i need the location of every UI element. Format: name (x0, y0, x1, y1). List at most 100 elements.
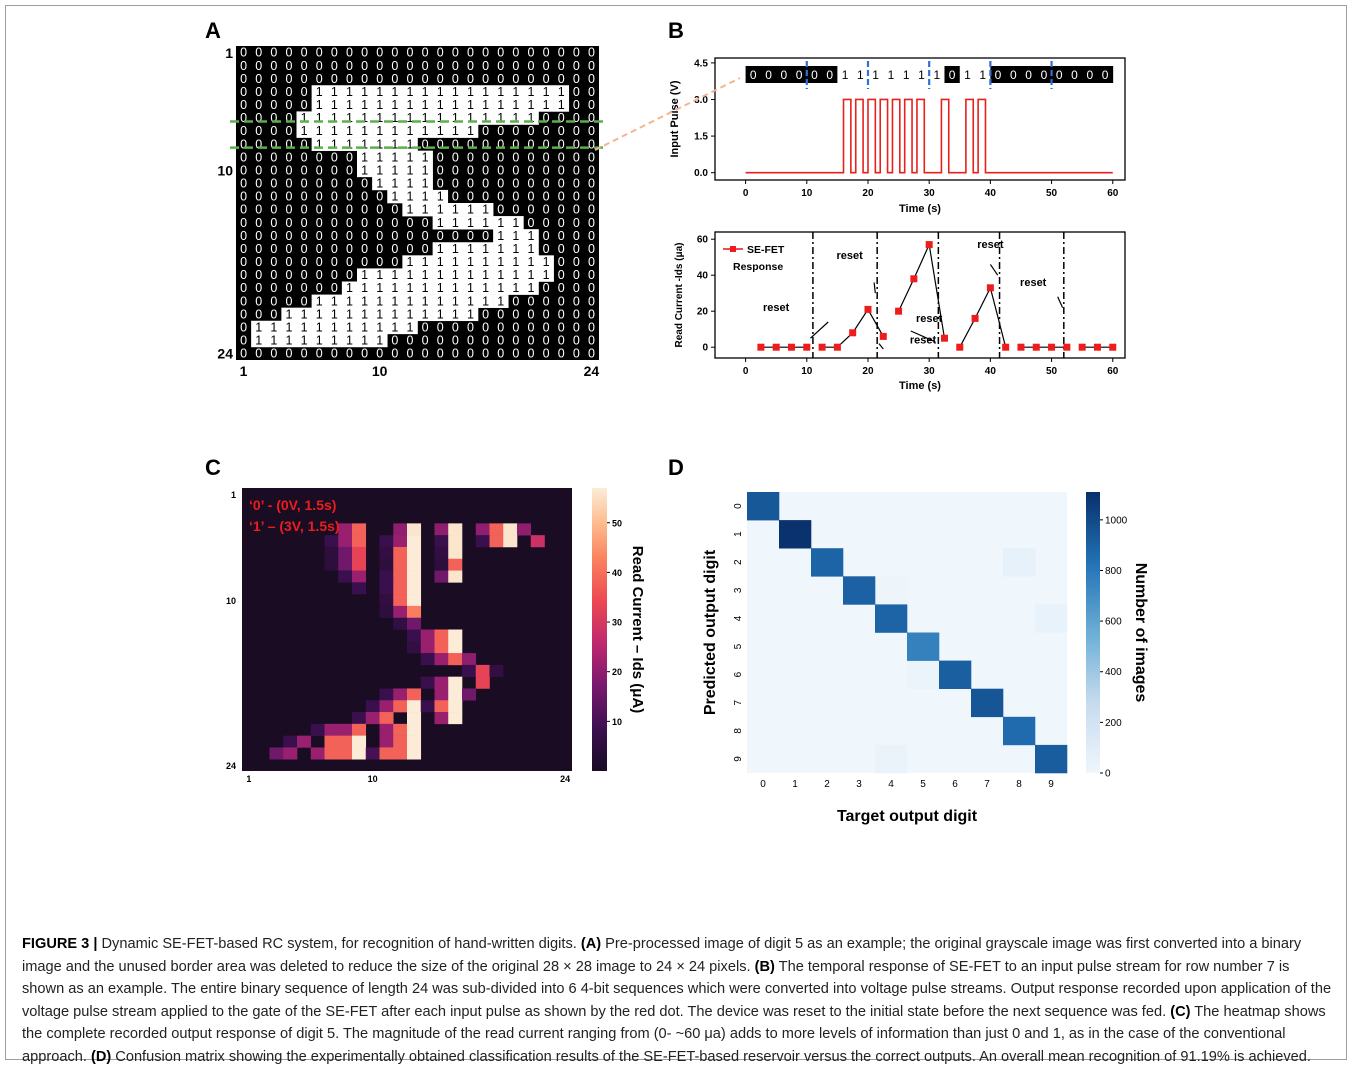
grid-bit: 0 (270, 72, 277, 86)
bit-strip-digit: 1 (933, 68, 940, 82)
grid-bit: 0 (452, 59, 459, 73)
grid-bit: 0 (573, 334, 580, 348)
grid-bit: 1 (285, 320, 292, 334)
grid-bit: 0 (558, 59, 565, 73)
grid-white-cell (417, 307, 433, 322)
grid-bit: 0 (301, 268, 308, 282)
grid-white-cell (478, 281, 494, 295)
x-tick-label: 6 (952, 779, 958, 790)
grid-bit: 1 (361, 85, 368, 99)
grid-bit: 0 (452, 177, 459, 191)
grid-white-cell (311, 333, 328, 348)
grid-bit: 0 (255, 307, 262, 321)
grid-bit: 0 (285, 46, 292, 60)
grid-white-cell (326, 333, 343, 348)
grid-white-cell (432, 294, 449, 308)
grid-bit: 0 (376, 216, 383, 230)
grid-white-cell (326, 294, 343, 308)
grid-bit: 0 (467, 334, 474, 348)
grid-bit: 0 (240, 137, 247, 151)
grid-white-cell (478, 268, 494, 282)
grid-white-cell (402, 189, 418, 204)
grid-bit: 1 (406, 85, 413, 99)
grid-bit: 0 (452, 190, 459, 204)
grid-bit: 1 (512, 111, 519, 125)
grid-bit: 0 (240, 255, 247, 269)
bit-strip-cell (760, 66, 777, 83)
grid-bit: 0 (255, 177, 262, 191)
grid-white-cell (493, 98, 509, 112)
colorbar-tick-label: 30 (612, 618, 622, 628)
grid-bit: 0 (301, 203, 308, 217)
colorbar-tick-label: 200 (1105, 718, 1122, 729)
response-point (986, 284, 994, 292)
grid-bit: 1 (512, 216, 519, 230)
grid-white-cell (372, 294, 388, 308)
y-tick-label: 6 (733, 671, 744, 677)
grid-bit: 0 (270, 294, 277, 308)
heatmap-cell (407, 700, 422, 713)
grid-bit: 0 (285, 216, 292, 230)
grid-bit: 0 (301, 216, 308, 230)
grid-bit: 0 (588, 242, 595, 256)
grid-white-cell (326, 320, 343, 335)
grid-bit: 1 (467, 307, 474, 321)
grid-white-cell (508, 229, 524, 243)
caption-b-text: The temporal response of SE-FET to an in… (22, 958, 1332, 1020)
grid-bit: 1 (346, 334, 353, 348)
grid-bit: 0 (376, 347, 383, 361)
grid-bit: 0 (543, 320, 550, 334)
bit-strip-digit: 0 (750, 68, 757, 82)
grid-bit: 0 (255, 229, 262, 243)
grid-bit: 0 (543, 229, 550, 243)
grid-white-cell (357, 150, 373, 165)
grid-white-cell (357, 320, 373, 335)
grid-bit: 1 (361, 334, 368, 348)
y-tick-label: 7 (733, 700, 744, 706)
grid-bit: 0 (255, 242, 262, 256)
bit-strip-digit: 0 (1086, 68, 1093, 82)
grid-bit: 1 (482, 111, 489, 125)
grid-bit: 1 (316, 294, 323, 308)
grid-bit: 0 (285, 190, 292, 204)
grid-bit: 0 (255, 46, 262, 60)
grid-bit: 0 (270, 307, 277, 321)
grid-bit: 1 (316, 307, 323, 321)
grid-bit: 0 (270, 229, 277, 243)
grid-bit: 1 (543, 268, 550, 282)
grid-bit: 0 (331, 59, 338, 73)
grid-bit: 0 (285, 137, 292, 151)
grid-bit: 0 (301, 72, 308, 86)
grid-white-cell (523, 98, 539, 112)
grid-bit: 0 (588, 59, 595, 73)
grid-bit: 1 (467, 281, 474, 295)
grid-white-cell (447, 242, 464, 256)
grid-white-cell (357, 268, 373, 282)
grid-white-cell (447, 216, 464, 230)
grid-white-cell (432, 85, 449, 99)
bit-strip-cell (990, 66, 1007, 83)
heatmap-cell (434, 653, 449, 666)
heatmap-cell (407, 629, 422, 642)
grid-bit: 1 (452, 124, 459, 138)
grid-bit: 1 (376, 268, 383, 282)
grid-bit: 0 (346, 268, 353, 282)
grid-bit: 0 (573, 85, 580, 99)
grid-bit: 0 (573, 307, 580, 321)
grid-white-cell (478, 216, 494, 230)
x-tick-label: 40 (985, 188, 997, 199)
grid-white-cell (432, 216, 449, 230)
grid-bit: 0 (376, 59, 383, 73)
grid-bit: 1 (482, 216, 489, 230)
grid-bit: 0 (391, 46, 398, 60)
grid-bit: 0 (270, 98, 277, 112)
grid-white-cell (462, 242, 479, 256)
grid-bit: 0 (437, 163, 444, 177)
bit-strip-digit: 0 (765, 68, 772, 82)
bit-strip-digit: 1 (857, 68, 864, 82)
grid-bit: 0 (588, 177, 595, 191)
grid-white-cell (508, 242, 524, 256)
grid-bit: 0 (512, 137, 519, 151)
matrix-diagonal-cell (747, 492, 780, 521)
grid-bit: 0 (588, 150, 595, 164)
